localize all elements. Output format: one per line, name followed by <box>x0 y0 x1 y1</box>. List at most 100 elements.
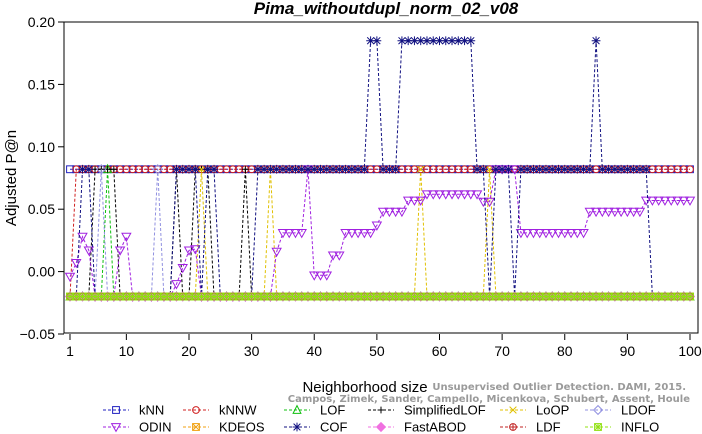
data-point-cof <box>441 36 451 46</box>
data-point-cof <box>541 164 551 174</box>
data-point-cof <box>604 164 613 174</box>
series-simplifiedlof <box>66 165 694 300</box>
data-point-cof <box>622 164 632 174</box>
data-point-cof <box>284 164 294 174</box>
x-tick-label: 50 <box>369 343 385 359</box>
data-point-odin <box>478 197 489 208</box>
data-point-odin <box>277 229 289 239</box>
series-knnw <box>66 165 694 301</box>
x-tick-label: 10 <box>119 343 135 359</box>
data-point-knnw <box>654 165 663 174</box>
data-point-odin <box>446 190 458 200</box>
data-point-cof <box>460 36 469 46</box>
data-point-cof <box>579 164 588 174</box>
legend-marker <box>509 406 517 414</box>
legend-item-loop: LoOP <box>500 403 569 418</box>
data-point-odin <box>578 229 589 239</box>
legend-marker <box>509 423 517 431</box>
data-point-knnw <box>673 165 682 174</box>
legend-marker <box>112 406 120 414</box>
legend-label: LDOF <box>621 403 656 418</box>
data-point-knnw <box>435 165 444 174</box>
data-point-knnw <box>122 165 131 174</box>
legend-item-ldof: LDOF <box>585 403 656 418</box>
data-point-odin <box>327 251 339 261</box>
series-line-cof <box>70 40 690 298</box>
data-point-cof <box>397 36 407 46</box>
x-tick-label: 1 <box>66 343 74 359</box>
data-point-cof <box>572 164 582 174</box>
data-point-odin <box>371 221 383 231</box>
data-point-cof <box>209 164 219 174</box>
data-point-cof <box>472 164 482 174</box>
x-tick-label: 30 <box>244 343 260 359</box>
data-point-odin <box>415 196 426 206</box>
data-point-cof <box>422 36 432 46</box>
data-point-odin <box>534 229 545 239</box>
data-point-cof <box>428 36 438 46</box>
data-point-cof <box>366 36 376 46</box>
legend-marker <box>192 406 200 414</box>
series-lof <box>65 163 695 301</box>
data-point-cof <box>629 164 639 174</box>
data-point-cof <box>378 164 388 174</box>
data-point-cof <box>597 164 607 174</box>
legend: kNN kNNW LOF SimplifiedLOF LoOP LDOF ODIN KDEOS… <box>103 403 659 434</box>
data-point-cof <box>391 164 401 174</box>
series-loop <box>66 165 694 301</box>
legend-item-knn: kNN <box>103 403 164 418</box>
data-point-cof <box>447 36 457 46</box>
data-point-odin <box>653 196 664 206</box>
data-point-odin <box>559 229 571 239</box>
y-tick-label: 0.20 <box>28 14 55 30</box>
data-point-knnw <box>686 165 694 174</box>
data-point-knnw <box>228 165 237 174</box>
data-point-odin <box>83 246 95 256</box>
data-point-odin <box>346 229 358 239</box>
data-point-cof <box>178 164 188 174</box>
data-point-odin <box>71 258 82 269</box>
data-point-odin <box>521 229 533 239</box>
y-tick-label: 0.10 <box>28 139 55 155</box>
legend-label: INFLO <box>621 420 659 434</box>
data-point-odin <box>471 190 483 200</box>
legend-item-odin: ODIN <box>103 420 172 434</box>
data-point-cof <box>416 36 426 46</box>
data-point-odin <box>396 207 408 218</box>
data-point-cof <box>359 164 369 174</box>
data-point-loop <box>416 165 425 174</box>
legend-item-simplifiedlof: SimplifiedLOF <box>368 403 486 418</box>
data-point-cof <box>347 164 357 174</box>
data-point-odin <box>659 196 671 206</box>
legend-marker <box>110 423 122 433</box>
data-point-odin <box>421 190 433 200</box>
data-point-odin <box>634 207 646 218</box>
data-point-odin <box>528 229 539 239</box>
series-odin <box>64 165 696 302</box>
data-point-knnw <box>134 165 143 174</box>
data-point-odin <box>308 271 320 281</box>
data-point-odin <box>515 229 527 239</box>
data-point-cof <box>278 164 288 174</box>
x-tick-label: 60 <box>432 343 448 359</box>
data-point-cof <box>535 164 545 174</box>
legend-label: FastABOD <box>404 420 466 434</box>
data-point-cof <box>266 164 275 174</box>
chart-title: Pima_withoutdupl_norm_02_v08 <box>254 0 519 18</box>
data-point-loop <box>197 165 206 174</box>
series-line-odin <box>69 168 690 298</box>
data-point-odin <box>590 207 602 218</box>
series-line-loop <box>70 169 690 298</box>
legend-marker <box>192 423 200 431</box>
y-axis: −0.05 0.00 0.05 0.10 0.15 0.20 <box>20 14 64 342</box>
data-point-odin <box>459 190 470 200</box>
x-tick-label: 80 <box>557 343 573 359</box>
data-point-odin <box>640 196 652 206</box>
data-point-odin <box>553 229 564 239</box>
data-point-odin <box>409 196 420 206</box>
data-point-cof <box>591 36 601 46</box>
data-point-odin <box>615 207 627 218</box>
data-point-cof <box>353 164 363 174</box>
data-point-cof <box>184 164 194 174</box>
data-point-odin <box>384 207 395 218</box>
